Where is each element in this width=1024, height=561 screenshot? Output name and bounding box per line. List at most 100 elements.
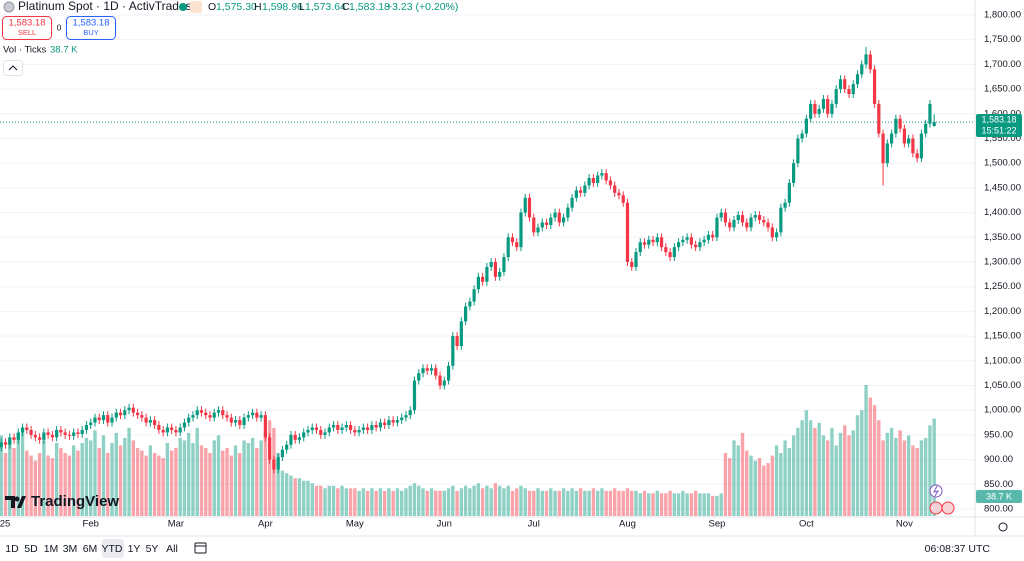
candle-body	[170, 427, 174, 430]
candle-body	[272, 459, 276, 470]
candle-body	[915, 153, 919, 159]
volume-bar	[634, 490, 638, 516]
range-button[interactable]: 3M	[63, 543, 78, 555]
volume-bar	[182, 440, 187, 516]
range-button[interactable]: 1M	[44, 543, 59, 555]
volume-bar	[472, 485, 476, 516]
volume-bar	[395, 488, 400, 516]
x-tick-label: Sep	[708, 519, 725, 530]
sell-button[interactable]	[2, 16, 52, 40]
candle-body	[42, 432, 46, 440]
symbol-title[interactable]: Platinum Spot · 1D · ActivTrades	[18, 0, 192, 13]
volume-bar	[523, 488, 527, 516]
volume-bar	[732, 440, 736, 516]
volume-bar	[246, 442, 251, 516]
collapse-icon	[8, 65, 18, 71]
range-buttons: 1D 5D 1M 3M 6M YTD 1Y 5Y All	[5, 543, 178, 555]
range-button[interactable]: 6M	[83, 543, 98, 555]
volume-bar	[187, 432, 191, 516]
flag-icon	[190, 1, 202, 13]
candle-body	[532, 217, 536, 233]
candle-body	[868, 54, 872, 70]
candle-body	[161, 429, 165, 433]
volume-bar	[664, 493, 668, 516]
settings-icon[interactable]	[998, 522, 1008, 532]
range-button[interactable]: 1D	[5, 543, 19, 555]
range-button[interactable]: YTD	[102, 543, 123, 555]
ohlc-key: L	[299, 1, 305, 13]
volume-bar	[118, 445, 123, 516]
candle-body	[574, 190, 578, 198]
candle-body	[263, 415, 267, 438]
collapse-button[interactable]	[3, 60, 23, 76]
candle-body	[370, 425, 374, 430]
candle-body	[285, 444, 289, 450]
volume-bar	[451, 485, 455, 516]
buy-button[interactable]	[66, 16, 116, 40]
candle-body	[289, 434, 293, 445]
event-bolt	[933, 485, 940, 497]
volume-bar	[429, 488, 434, 516]
range-button[interactable]: All	[166, 543, 178, 555]
volume-bar	[140, 450, 144, 516]
volume-bar	[591, 488, 596, 516]
candle-body	[336, 425, 340, 430]
candle-body	[255, 412, 259, 418]
volume-bar	[63, 453, 67, 516]
volume-bar	[685, 493, 689, 516]
candle-body	[187, 417, 191, 423]
volume-bar	[157, 455, 161, 516]
flag-event[interactable]	[941, 501, 955, 515]
volume-legend-value: 38.7 K	[50, 45, 78, 56]
volume-bar	[540, 490, 544, 516]
volume-bar	[221, 450, 225, 516]
range-button[interactable]: 1Y	[128, 543, 141, 555]
volume-bar	[229, 455, 233, 516]
candle-body	[182, 422, 187, 428]
volume-bar	[280, 470, 285, 516]
candle-body	[114, 412, 118, 418]
clock[interactable]: 06:08:37 UTC	[925, 543, 991, 555]
candle-body	[16, 432, 20, 440]
flag-event[interactable]	[929, 501, 943, 515]
volume-bar	[574, 490, 579, 516]
volume-bar	[745, 450, 749, 516]
volume-bar	[297, 478, 302, 516]
candle-body	[268, 437, 272, 460]
candle-body	[911, 138, 915, 154]
volume-bar	[868, 397, 872, 516]
change: +3.23 (+0.20%)	[386, 1, 458, 13]
candle-body	[80, 429, 84, 434]
candle-body	[306, 429, 310, 433]
candle-body	[519, 212, 523, 248]
candle-body	[855, 74, 860, 85]
market-status	[179, 3, 187, 11]
candle-body	[195, 410, 199, 416]
x-tick-label: Jul	[528, 519, 540, 530]
candle-body	[29, 429, 33, 435]
candle-body	[651, 239, 655, 243]
candle-body	[327, 427, 331, 433]
volume-bar	[131, 440, 136, 516]
candle-body	[647, 239, 651, 245]
y-tick-label: 1,100.00	[984, 355, 1021, 366]
candle-body	[464, 306, 468, 322]
candle-body	[297, 437, 302, 440]
range-button[interactable]: 5D	[24, 543, 38, 555]
y-tick-label: 1,350.00	[984, 232, 1021, 243]
volume-bar	[906, 435, 911, 516]
candle-body	[131, 407, 135, 413]
volume-bar	[826, 440, 830, 516]
range-button[interactable]: 5Y	[146, 543, 159, 555]
candle-body	[672, 247, 676, 258]
candle-body	[898, 118, 902, 129]
candle-body	[719, 212, 723, 218]
volume-bar	[647, 493, 651, 516]
volume-bar	[497, 485, 502, 516]
candle-body	[770, 227, 774, 238]
volume-bar	[702, 493, 706, 516]
volume-bar	[76, 450, 80, 516]
volume-bar	[412, 483, 417, 516]
calendar-icon[interactable]	[194, 542, 207, 554]
volume-bar	[127, 427, 131, 516]
